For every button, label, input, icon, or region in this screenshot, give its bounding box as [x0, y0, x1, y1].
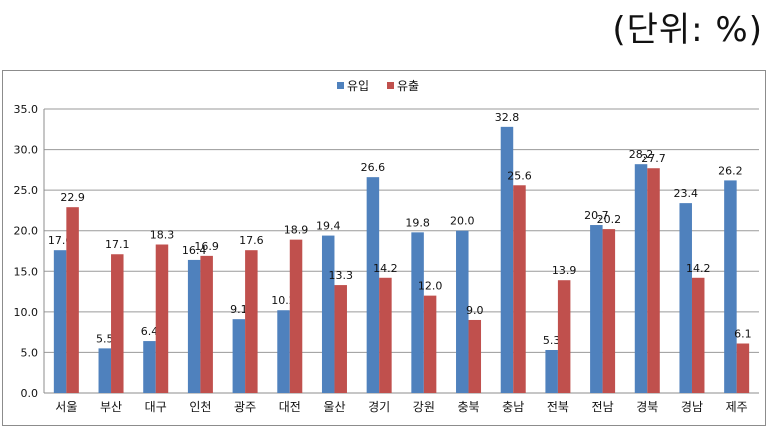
bar-outflow: [334, 285, 347, 393]
x-tick-label: 충북: [457, 400, 479, 414]
x-tick-label: 대구: [145, 400, 167, 414]
bar-inflow: [545, 349, 558, 393]
x-tick-label: 전북: [547, 400, 569, 414]
data-label: 23.4: [673, 187, 698, 200]
bar-inflow: [411, 232, 424, 393]
data-label: 20.0: [450, 215, 475, 228]
bar-inflow: [456, 230, 469, 393]
data-label: 5.5: [96, 332, 114, 345]
legend-label: 유입: [347, 79, 369, 93]
x-tick-label: 강원: [413, 400, 435, 414]
x-tick-label: 광주: [234, 400, 256, 414]
legend-swatch: [337, 82, 344, 89]
y-tick-label: 15.0: [14, 265, 39, 278]
bar-outflow: [379, 277, 392, 393]
y-tick-label: 5.0: [21, 346, 39, 359]
y-tick-label: 35.0: [14, 103, 39, 116]
data-label: 19.4: [316, 220, 341, 233]
data-label: 27.7: [641, 152, 666, 165]
bar-outflow: [66, 207, 79, 393]
data-label: 28.2: [629, 148, 654, 161]
x-tick-label: 제주: [726, 400, 748, 414]
data-label: 19.8: [405, 216, 430, 229]
y-tick-label: 30.0: [14, 144, 39, 157]
y-tick-label: 25.0: [14, 184, 39, 197]
x-tick-label: 서울: [55, 400, 77, 414]
data-label: 6.4: [141, 325, 159, 338]
bar-inflow: [53, 250, 67, 393]
bar-inflow: [366, 177, 380, 393]
y-tick-label: 10.0: [14, 306, 39, 319]
data-label: 26.2: [718, 164, 743, 177]
chart-frame: 0.0 5.0 10.0 15.0 20.0 25.0 30.0 35.0 17.6 22.9 서울…: [2, 70, 766, 426]
bar-outflow: [736, 343, 750, 393]
bar-outflow: [111, 254, 124, 393]
data-label: 18.3: [150, 229, 175, 242]
x-tick-label: 경기: [368, 400, 390, 414]
bar-outflow: [647, 168, 660, 393]
data-label: 16.9: [194, 240, 219, 253]
bar-inflow: [500, 126, 514, 393]
bar-inflow: [321, 235, 335, 393]
bar-outflow: [602, 229, 616, 393]
bar-inflow: [277, 310, 290, 393]
x-tick-label: 충남: [502, 400, 524, 414]
data-label: 10.2: [271, 294, 296, 307]
data-label: 17.6: [48, 234, 73, 247]
data-label: 13.9: [552, 264, 577, 277]
data-label: 32.8: [495, 111, 520, 124]
bar-outflow: [557, 280, 571, 393]
unit-label: (단위: %): [612, 10, 763, 50]
x-tick-label: 울산: [323, 400, 345, 414]
data-label: 17.1: [105, 238, 130, 251]
bar-inflow: [187, 259, 201, 393]
bar-inflow: [143, 341, 156, 393]
bar-inflow: [232, 319, 246, 393]
bar-inflow: [590, 225, 603, 393]
bar-inflow: [679, 203, 692, 393]
bar-outflow: [289, 239, 303, 393]
bar-outflow: [245, 250, 258, 393]
bar-outflow: [691, 277, 705, 393]
bar-outflow: [423, 295, 437, 393]
data-label: 16.4: [182, 244, 207, 257]
data-label: 13.3: [328, 269, 353, 282]
data-label: 20.7: [584, 209, 609, 222]
data-label: 17.6: [239, 234, 264, 247]
bar-outflow: [468, 319, 482, 393]
y-tick-label: 0.0: [21, 387, 39, 400]
data-label: 5.3: [543, 334, 561, 347]
data-label: 26.6: [361, 161, 386, 174]
data-label: 20.2: [597, 213, 622, 226]
bar-chart: 0.0 5.0 10.0 15.0 20.0 25.0 30.0 35.0 17.6 22.9 서울…: [14, 79, 759, 414]
bar-inflow: [98, 348, 112, 393]
legend-swatch: [387, 82, 394, 89]
bar-outflow: [513, 185, 526, 393]
data-label: 6.1: [734, 328, 752, 341]
data-label: 12.0: [418, 280, 443, 293]
data-label: 9.0: [466, 304, 484, 317]
x-tick-label: 대전: [279, 400, 301, 414]
x-tick-label: 경남: [681, 400, 703, 414]
bar-inflow: [724, 180, 737, 393]
x-tick-label: 부산: [100, 400, 122, 414]
bar-outflow: [200, 255, 213, 393]
x-tick-label: 인천: [189, 399, 211, 414]
data-label: 9.1: [230, 303, 248, 316]
data-label: 18.9: [284, 224, 309, 237]
bar-inflow: [634, 164, 648, 393]
data-label: 14.2: [686, 262, 711, 275]
legend-label: 유출: [397, 79, 419, 93]
x-tick-label: 경북: [636, 400, 658, 414]
data-label: 22.9: [60, 191, 85, 204]
data-label: 14.2: [373, 262, 398, 275]
bar-outflow: [155, 244, 169, 393]
y-tick-label: 20.0: [14, 225, 39, 238]
x-tick-label: 전남: [592, 400, 614, 414]
data-label: 25.6: [507, 169, 532, 182]
